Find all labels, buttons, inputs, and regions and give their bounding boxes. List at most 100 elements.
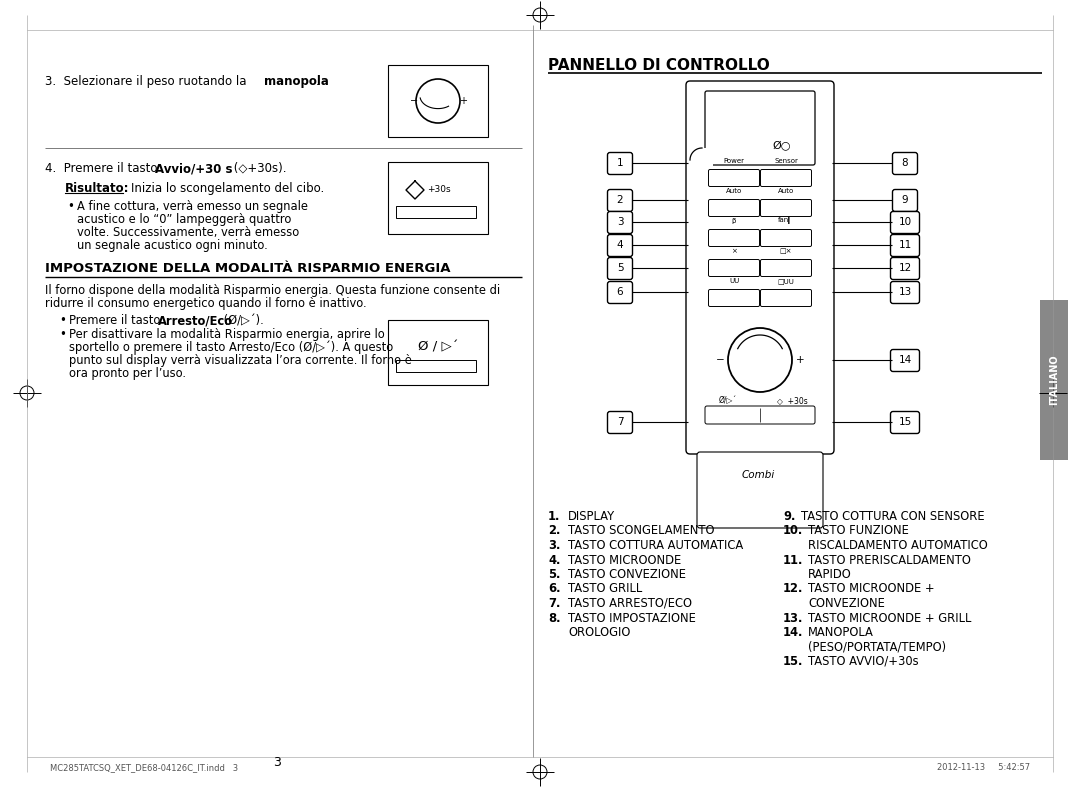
Text: ora pronto per l’uso.: ora pronto per l’uso. [69, 367, 186, 380]
Text: 6.: 6. [548, 582, 561, 596]
FancyBboxPatch shape [891, 349, 919, 371]
Text: 9: 9 [902, 195, 908, 205]
Text: UU: UU [729, 278, 739, 284]
Text: 8: 8 [902, 158, 908, 168]
FancyBboxPatch shape [891, 282, 919, 304]
Text: Sensor: Sensor [774, 158, 798, 164]
Text: TASTO MICROONDE + GRILL: TASTO MICROONDE + GRILL [808, 611, 971, 625]
FancyBboxPatch shape [708, 230, 759, 246]
Text: +: + [459, 96, 467, 106]
Text: 6: 6 [617, 287, 623, 297]
Text: 14.: 14. [783, 626, 804, 639]
Text: MANOPOLA: MANOPOLA [808, 626, 874, 639]
FancyBboxPatch shape [705, 91, 815, 165]
Text: 12: 12 [899, 263, 912, 273]
Text: RISCALDAMENTO AUTOMATICO: RISCALDAMENTO AUTOMATICO [808, 539, 988, 552]
Text: ridurre il consumo energetico quando il forno è inattivo.: ridurre il consumo energetico quando il … [45, 297, 366, 310]
FancyBboxPatch shape [760, 260, 811, 276]
Text: TASTO MICROONDE: TASTO MICROONDE [568, 553, 681, 567]
FancyBboxPatch shape [891, 412, 919, 434]
Text: 10: 10 [899, 217, 912, 227]
FancyBboxPatch shape [388, 320, 488, 385]
Text: Ø○: Ø○ [773, 140, 792, 150]
Text: (Ø/▷´).: (Ø/▷´). [220, 314, 264, 327]
Text: Power: Power [724, 158, 744, 164]
Text: 9.: 9. [783, 510, 795, 523]
Text: 4.: 4. [548, 553, 561, 567]
Text: •: • [59, 328, 66, 341]
Text: TASTO GRILL: TASTO GRILL [568, 582, 643, 596]
Text: IMPOSTAZIONE DELLA MODALITÀ RISPARMIO ENERGIA: IMPOSTAZIONE DELLA MODALITÀ RISPARMIO EN… [45, 262, 450, 275]
Text: Per disattivare la modalità Risparmio energia, aprire lo: Per disattivare la modalità Risparmio en… [69, 328, 384, 341]
FancyBboxPatch shape [607, 282, 633, 304]
FancyBboxPatch shape [396, 206, 476, 218]
Text: Risultato:: Risultato: [65, 182, 130, 195]
Text: 11: 11 [899, 240, 912, 250]
FancyBboxPatch shape [760, 199, 811, 216]
Text: Il forno dispone della modalità Risparmio energia. Questa funzione consente di: Il forno dispone della modalità Risparmi… [45, 284, 500, 297]
Text: □×: □× [780, 248, 793, 254]
FancyBboxPatch shape [708, 260, 759, 276]
Text: 10.: 10. [783, 524, 804, 538]
Text: MC285TATCSQ_XET_DE68-04126C_IT.indd   3: MC285TATCSQ_XET_DE68-04126C_IT.indd 3 [50, 763, 238, 773]
Text: 15.: 15. [783, 655, 804, 668]
Text: RAPIDO: RAPIDO [808, 568, 852, 581]
FancyBboxPatch shape [607, 257, 633, 279]
Text: •: • [59, 314, 66, 327]
Text: TASTO SCONGELAMENTO: TASTO SCONGELAMENTO [568, 524, 715, 538]
Text: Auto: Auto [778, 188, 794, 194]
Text: •: • [67, 200, 73, 213]
Text: TASTO AVVIO/+30s: TASTO AVVIO/+30s [808, 655, 919, 668]
Text: −: − [716, 355, 725, 365]
FancyBboxPatch shape [708, 290, 759, 306]
FancyBboxPatch shape [607, 212, 633, 234]
Text: 12.: 12. [783, 582, 804, 596]
Text: 13.: 13. [783, 611, 804, 625]
Text: 15: 15 [899, 417, 912, 427]
Text: 13: 13 [899, 287, 912, 297]
Text: OROLOGIO: OROLOGIO [568, 626, 631, 639]
Text: ITALIANO: ITALIANO [1049, 355, 1059, 405]
FancyBboxPatch shape [396, 360, 476, 372]
FancyBboxPatch shape [892, 153, 918, 175]
Text: volte. Successivamente, verrà emesso: volte. Successivamente, verrà emesso [77, 226, 299, 239]
Text: 3.  Selezionare il peso ruotando la: 3. Selezionare il peso ruotando la [45, 75, 251, 88]
FancyBboxPatch shape [891, 257, 919, 279]
Text: +: + [796, 355, 805, 365]
Text: Ø / ▷´: Ø / ▷´ [418, 341, 458, 353]
Text: β: β [732, 218, 737, 224]
Text: 4.  Premere il tasto: 4. Premere il tasto [45, 162, 161, 175]
FancyBboxPatch shape [607, 190, 633, 212]
Text: TASTO MICROONDE +: TASTO MICROONDE + [808, 582, 934, 596]
Text: TASTO PRERISCALDAMENTO: TASTO PRERISCALDAMENTO [808, 553, 971, 567]
Text: 3: 3 [273, 756, 281, 768]
Text: Inizia lo scongelamento del cibo.: Inizia lo scongelamento del cibo. [131, 182, 324, 195]
Text: Combi: Combi [742, 470, 775, 480]
FancyBboxPatch shape [705, 406, 815, 424]
Text: TASTO COTTURA AUTOMATICA: TASTO COTTURA AUTOMATICA [568, 539, 743, 552]
Text: TASTO IMPOSTAZIONE: TASTO IMPOSTAZIONE [568, 611, 696, 625]
Text: CONVEZIONE: CONVEZIONE [808, 597, 885, 610]
FancyBboxPatch shape [760, 169, 811, 187]
Text: TASTO FUNZIONE: TASTO FUNZIONE [808, 524, 909, 538]
Text: +30s: +30s [427, 186, 450, 194]
Text: ×: × [731, 248, 737, 254]
Text: TASTO COTTURA CON SENSORE: TASTO COTTURA CON SENSORE [801, 510, 985, 523]
FancyBboxPatch shape [607, 153, 633, 175]
Text: 3: 3 [617, 217, 623, 227]
Text: (◇+30s).: (◇+30s). [230, 162, 286, 175]
Text: 1.: 1. [548, 510, 561, 523]
Text: sportello o premere il tasto Arresto/Eco (Ø/▷´). A questo: sportello o premere il tasto Arresto/Eco… [69, 341, 393, 354]
Text: Ø/▷´: Ø/▷´ [719, 397, 738, 405]
Text: 2.: 2. [548, 524, 561, 538]
Text: 5: 5 [617, 263, 623, 273]
Text: un segnale acustico ogni minuto.: un segnale acustico ogni minuto. [77, 239, 268, 252]
Text: 11.: 11. [783, 553, 804, 567]
FancyBboxPatch shape [697, 452, 823, 528]
Text: −: − [410, 96, 418, 106]
Text: □UU: □UU [778, 278, 795, 284]
FancyBboxPatch shape [607, 235, 633, 257]
Text: 3.: 3. [548, 539, 561, 552]
Text: Auto: Auto [726, 188, 742, 194]
Text: 5.: 5. [548, 568, 561, 581]
